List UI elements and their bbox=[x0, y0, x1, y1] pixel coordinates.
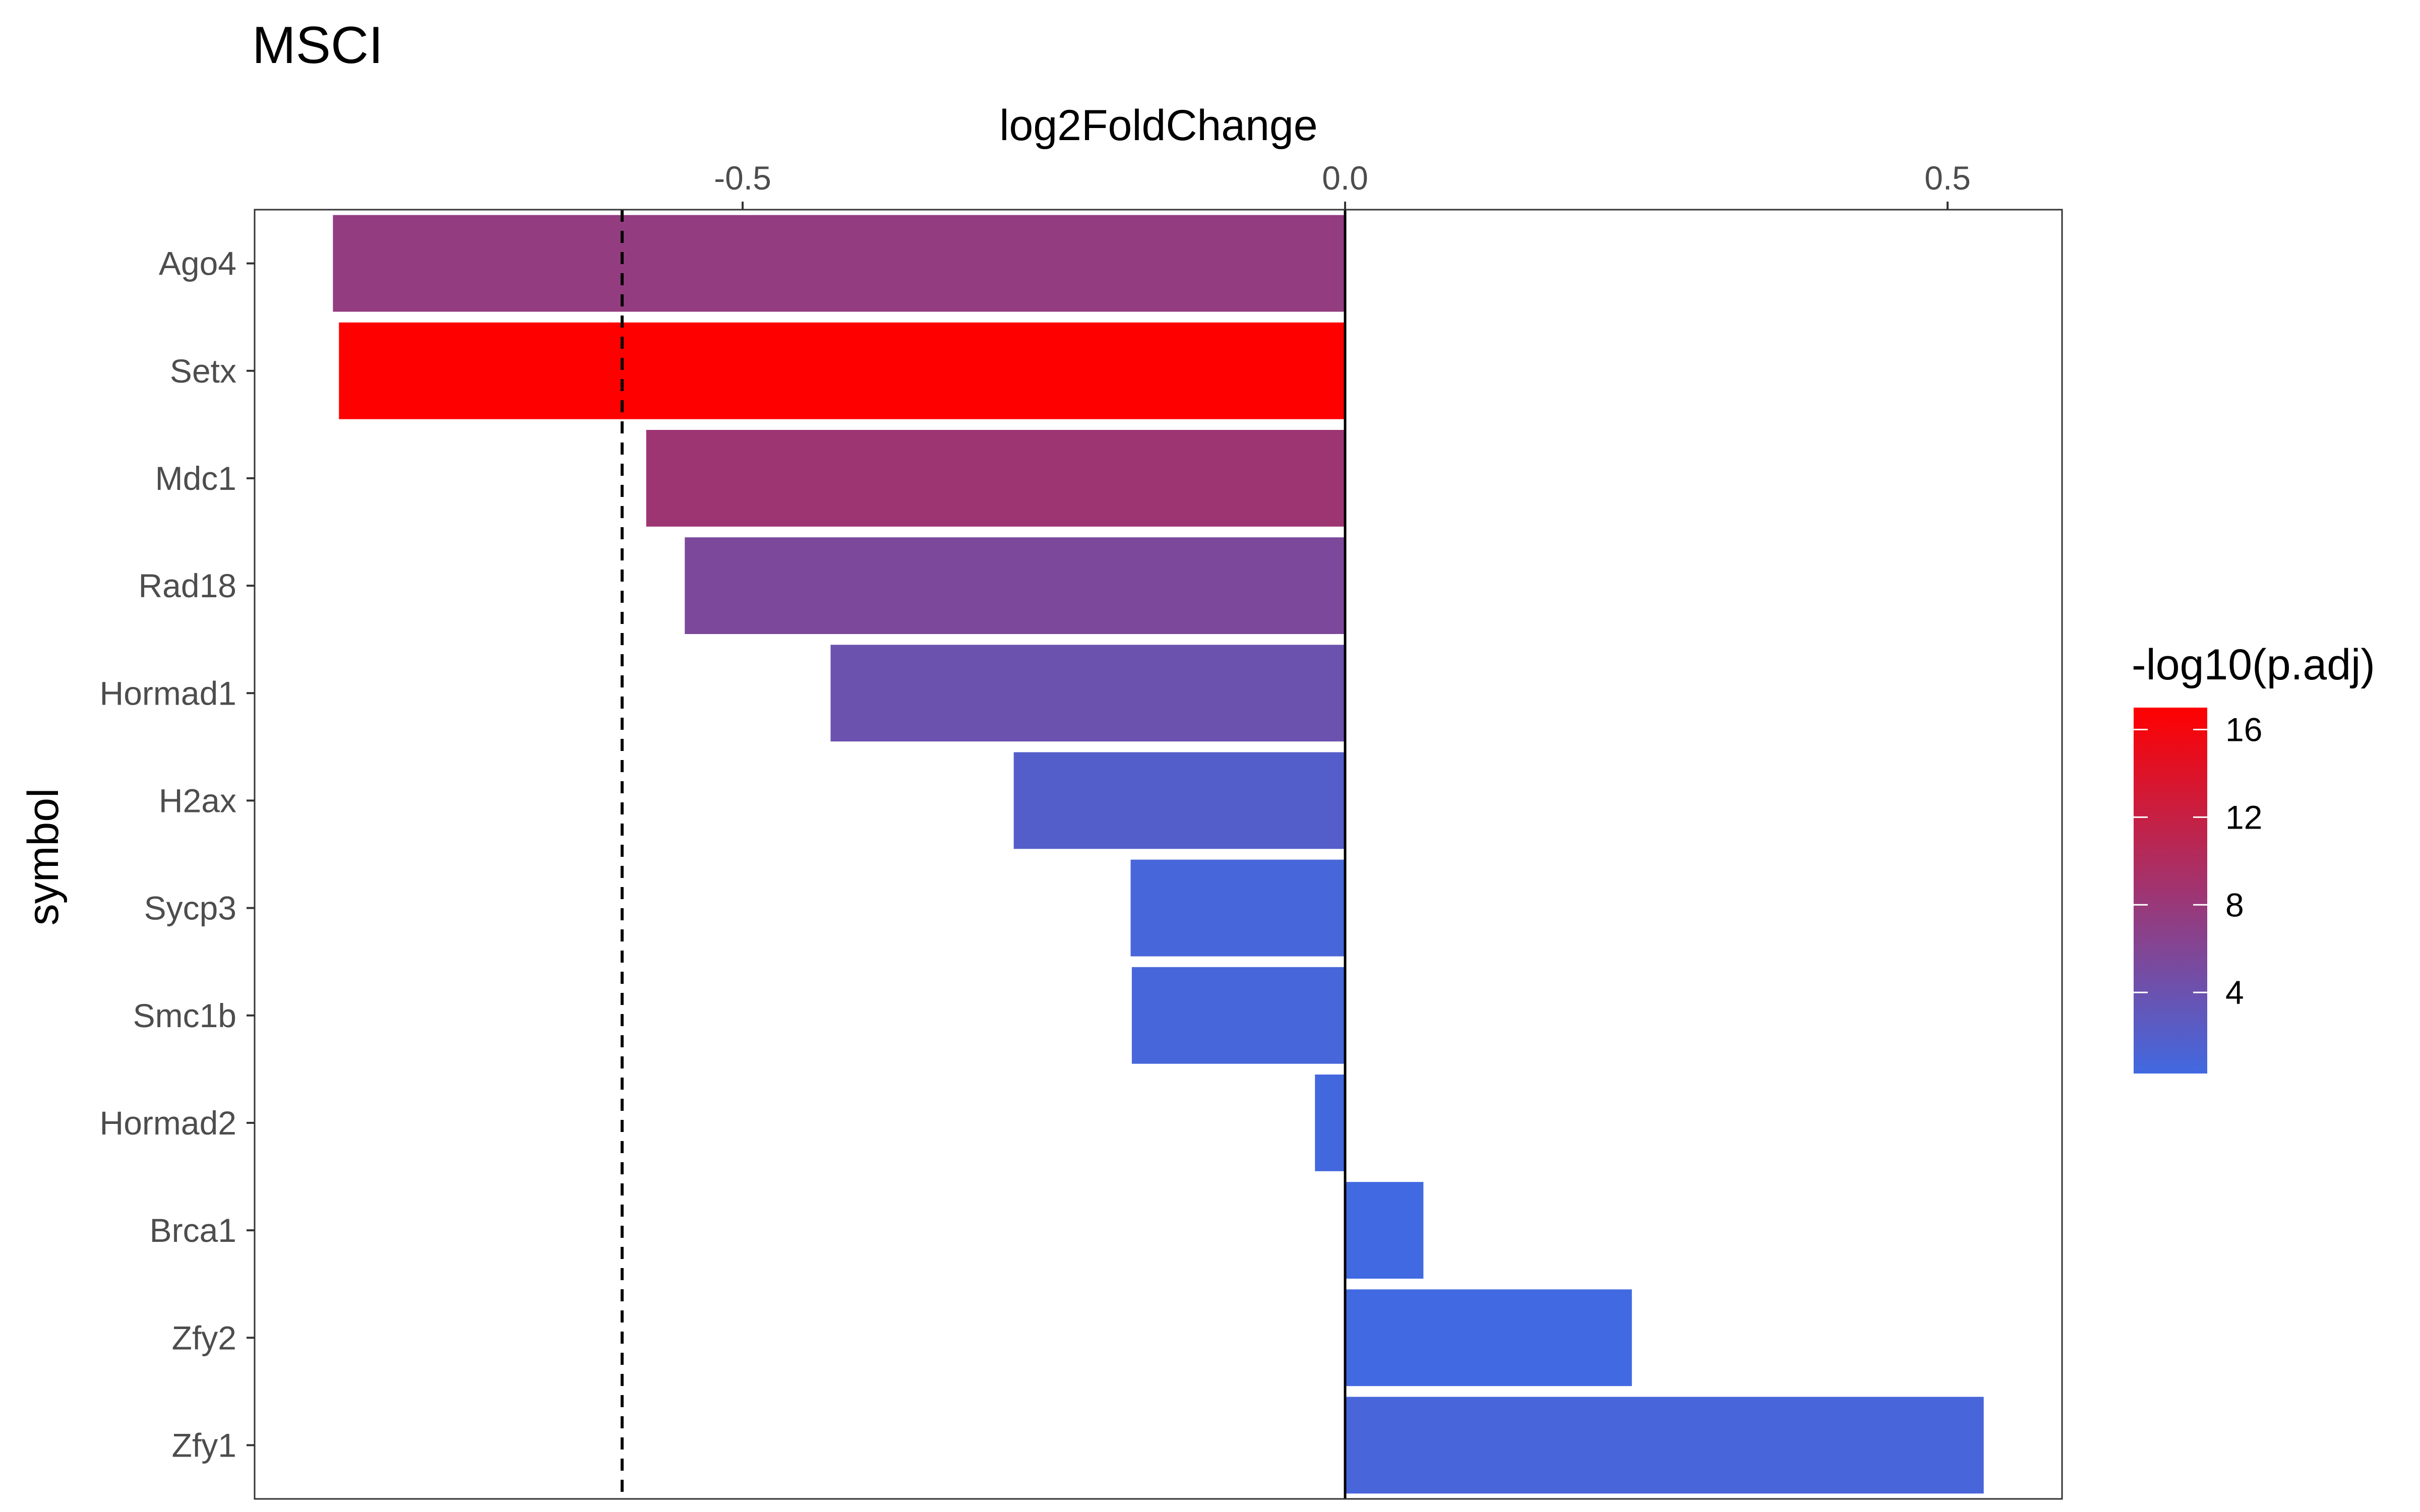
bar-smc1b bbox=[1131, 967, 1345, 1064]
y-tick-label: Zfy2 bbox=[172, 1319, 236, 1356]
y-tick-label: Mdc1 bbox=[155, 460, 236, 497]
y-tick-label: Zfy1 bbox=[172, 1426, 236, 1464]
bar-zfy2 bbox=[1345, 1289, 1632, 1387]
bars bbox=[333, 215, 1984, 1494]
color-legend: -log10(p.adj) 4 8 12 16 bbox=[2132, 641, 2375, 1074]
chart-title: MSCI bbox=[252, 16, 383, 75]
bar-brca1 bbox=[1345, 1182, 1424, 1279]
y-tick-label: Rad18 bbox=[139, 567, 237, 604]
bar-sycp3 bbox=[1130, 859, 1345, 957]
bar-mdc1 bbox=[646, 429, 1345, 527]
y-tick-label: Smc1b bbox=[133, 997, 236, 1034]
legend-tick-label: 16 bbox=[2225, 711, 2262, 748]
y-tick-label: Hormad1 bbox=[100, 674, 236, 712]
legend-tick-label: 12 bbox=[2225, 798, 2262, 836]
bar-hormad2 bbox=[1315, 1074, 1345, 1171]
reference-lines bbox=[620, 210, 1347, 1499]
plot-panel-border bbox=[254, 209, 2063, 1500]
y-tick-label: H2ax bbox=[159, 782, 236, 819]
legend-title: -log10(p.adj) bbox=[2132, 641, 2375, 689]
y-tick-label: Setx bbox=[170, 352, 236, 390]
legend-ticks: 4 8 12 16 bbox=[2134, 711, 2262, 1011]
bar-rad18 bbox=[685, 537, 1345, 635]
y-tick-label: Sycp3 bbox=[144, 890, 236, 927]
legend-tick-label: 4 bbox=[2225, 974, 2244, 1011]
x-tick-label: 0.5 bbox=[1924, 159, 1971, 197]
bar-hormad1 bbox=[830, 645, 1345, 742]
y-tick-label: Hormad2 bbox=[100, 1104, 236, 1142]
legend-colorbar bbox=[2134, 708, 2207, 1074]
x-axis-title: log2FoldChange bbox=[999, 101, 1317, 150]
bar-zfy1 bbox=[1345, 1397, 1984, 1494]
bar-h2ax bbox=[1013, 752, 1345, 849]
bar-ago4 bbox=[333, 215, 1345, 312]
legend-tick-label: 8 bbox=[2225, 886, 2244, 923]
x-tick-label: -0.5 bbox=[714, 159, 771, 197]
y-axis-ticks: Ago4 Setx Mdc1 Rad18 Hormad1 H2ax Sycp3 Smc1b Ho… bbox=[100, 245, 255, 1464]
y-axis-title: symbol bbox=[19, 788, 68, 925]
x-tick-label: 0.0 bbox=[1322, 159, 1368, 197]
y-tick-label: Ago4 bbox=[159, 245, 236, 282]
y-tick-label: Brca1 bbox=[150, 1212, 236, 1249]
x-axis-ticks: -0.5 0.0 0.5 bbox=[714, 159, 1971, 210]
bar-setx bbox=[339, 322, 1345, 419]
